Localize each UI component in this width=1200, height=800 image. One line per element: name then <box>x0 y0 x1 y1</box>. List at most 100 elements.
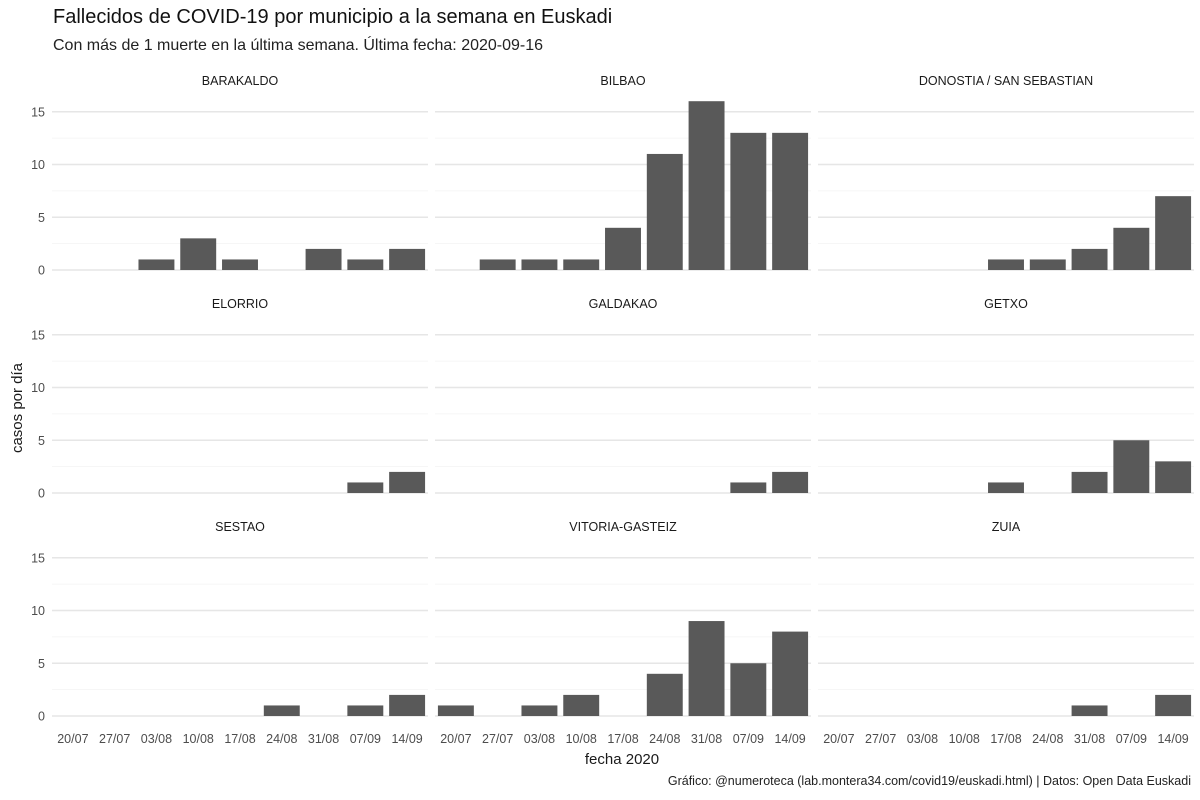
panel-galdakao: GALDAKAO <box>435 297 811 494</box>
bar <box>180 238 217 270</box>
bar <box>347 482 384 493</box>
panel-vitoria-gasteiz: VITORIA-GASTEIZ 20/07 27/07 03/08 10/08 17/08… <box>435 520 811 746</box>
bar <box>389 471 426 493</box>
chart-title: Fallecidos de COVID-19 por municipio a l… <box>53 6 613 28</box>
bar <box>646 673 683 716</box>
x-tick-label: 31/08 <box>691 732 722 746</box>
x-tick-label: 14/09 <box>774 732 805 746</box>
bar <box>479 259 516 270</box>
x-tick-label: 17/08 <box>990 732 1021 746</box>
x-tick-label: 14/09 <box>391 732 422 746</box>
facet-label: BILBAO <box>600 74 645 88</box>
bar <box>222 259 258 270</box>
x-tick-label: 10/08 <box>949 732 980 746</box>
x-tick-label: 20/07 <box>57 732 88 746</box>
panel-bilbao: BILBAO <box>435 74 811 271</box>
x-tick-label: 31/08 <box>1074 732 1105 746</box>
facet-label: GETXO <box>984 297 1028 311</box>
bar <box>389 248 426 270</box>
facet-label: SESTAO <box>215 520 265 534</box>
x-tick-label: 07/09 <box>1116 732 1147 746</box>
x-tick-label: 07/09 <box>733 732 764 746</box>
bar <box>1071 705 1108 716</box>
facet-label: ZUIA <box>992 520 1021 534</box>
x-tick-label: 10/08 <box>566 732 597 746</box>
x-tick-label: 24/08 <box>266 732 297 746</box>
chart-caption: Gráfico: @numeroteca (lab.montera34.com/… <box>667 774 1191 788</box>
bar <box>730 482 767 493</box>
bar <box>1113 440 1150 493</box>
x-tick-label: 27/07 <box>482 732 513 746</box>
y-tick-label: 0 <box>38 264 45 278</box>
y-axis-label: casos por día <box>9 362 26 453</box>
panel-elorrio: ELORRIO 0 5 10 15 <box>31 297 428 501</box>
bar <box>605 227 641 270</box>
x-tick-label: 03/08 <box>141 732 172 746</box>
x-tick-label: 31/08 <box>308 732 339 746</box>
chart-subtitle: Con más de 1 muerte en la última semana.… <box>53 37 544 54</box>
x-tick-label: 20/07 <box>823 732 854 746</box>
y-tick-label: 0 <box>38 710 45 724</box>
bar <box>988 259 1024 270</box>
facet-label: ELORRIO <box>212 297 269 311</box>
x-tick-label: 17/08 <box>224 732 255 746</box>
bar <box>772 132 809 270</box>
bar <box>305 248 342 270</box>
bar <box>772 631 809 716</box>
y-tick-label: 10 <box>31 381 45 395</box>
bar <box>1113 227 1150 270</box>
y-tick-label: 5 <box>38 657 45 671</box>
bar <box>1155 694 1192 716</box>
y-tick-label: 0 <box>38 487 45 501</box>
x-axis-label: fecha 2020 <box>585 751 659 768</box>
y-tick-label: 5 <box>38 211 45 225</box>
y-tick-label: 10 <box>31 158 45 172</box>
bar <box>263 705 300 716</box>
facet-label: DONOSTIA / SAN SEBASTIAN <box>919 74 1093 88</box>
x-tick-label: 24/08 <box>649 732 680 746</box>
bar <box>988 482 1024 493</box>
bar <box>772 471 809 493</box>
x-tick-label: 27/07 <box>865 732 896 746</box>
bar <box>1029 259 1066 270</box>
bar <box>521 259 558 270</box>
bar <box>730 132 767 270</box>
bar <box>138 259 175 270</box>
facet-label: GALDAKAO <box>589 297 658 311</box>
x-tick-label: 03/08 <box>907 732 938 746</box>
bar <box>688 621 725 716</box>
facet-label: BARAKALDO <box>202 74 279 88</box>
panel-zuia: ZUIA 20/07 27/07 03/08 10/08 17/08 24/08 31/08 0… <box>818 520 1194 746</box>
panel-barakaldo: BARAKALDO 0 5 10 15 <box>31 74 428 278</box>
x-tick-label: 24/08 <box>1032 732 1063 746</box>
x-tick-label: 14/09 <box>1157 732 1188 746</box>
panel-getxo: GETXO <box>818 297 1194 494</box>
bar <box>1155 196 1192 270</box>
x-tick-label: 20/07 <box>440 732 471 746</box>
bar <box>1071 471 1108 493</box>
facet-label: VITORIA-GASTEIZ <box>569 520 677 534</box>
y-tick-label: 5 <box>38 434 45 448</box>
panel-donostia-san-sebastian: DONOSTIA / SAN SEBASTIAN <box>818 74 1194 271</box>
panel-sestao: SESTAO 0 5 10 15 20/07 27/07 03/08 10/08 17/08 24/… <box>31 520 428 746</box>
bar <box>1155 461 1192 493</box>
x-tick-label: 10/08 <box>183 732 214 746</box>
bar <box>1071 248 1108 270</box>
y-tick-label: 15 <box>31 105 45 119</box>
x-tick-label: 17/08 <box>607 732 638 746</box>
bar <box>347 259 384 270</box>
bar <box>563 259 600 270</box>
x-tick-label: 03/08 <box>524 732 555 746</box>
bar <box>730 663 767 716</box>
y-tick-label: 15 <box>31 328 45 342</box>
bar <box>437 705 474 716</box>
x-tick-label: 07/09 <box>350 732 381 746</box>
x-tick-label: 27/07 <box>99 732 130 746</box>
bar <box>389 694 426 716</box>
bar <box>563 694 600 716</box>
bar <box>688 101 725 270</box>
bar <box>646 153 683 270</box>
bar <box>521 705 558 716</box>
y-tick-label: 15 <box>31 551 45 565</box>
